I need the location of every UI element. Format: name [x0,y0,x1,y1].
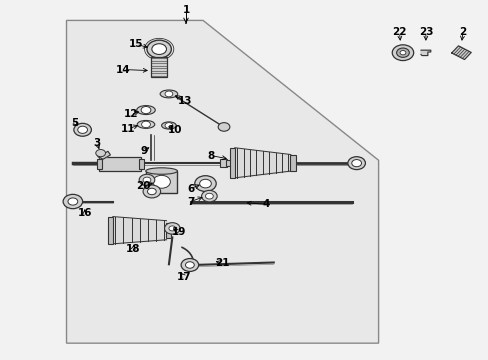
Bar [220,159,227,167]
Circle shape [168,226,175,231]
Circle shape [139,174,155,186]
Ellipse shape [137,121,155,129]
Circle shape [63,194,82,209]
Bar [225,160,231,166]
Ellipse shape [145,168,177,174]
Circle shape [205,193,213,199]
Circle shape [164,223,180,234]
Circle shape [347,157,365,170]
Circle shape [218,123,229,131]
Text: 20: 20 [136,181,150,192]
Circle shape [147,40,171,58]
Text: 17: 17 [176,272,191,282]
Text: 10: 10 [167,125,182,135]
Text: 13: 13 [178,96,192,106]
Text: 3: 3 [93,139,101,148]
Bar [166,223,171,238]
Text: 5: 5 [71,118,78,128]
Text: 12: 12 [123,109,138,120]
Circle shape [391,45,413,60]
Bar [108,217,113,244]
Text: 19: 19 [171,227,185,237]
Circle shape [141,107,151,114]
Text: 1: 1 [182,5,189,15]
Circle shape [164,123,172,129]
Ellipse shape [161,122,176,129]
Circle shape [143,177,151,183]
Circle shape [78,126,87,134]
Text: 16: 16 [77,208,92,218]
Bar [229,148,234,178]
Text: 9: 9 [141,145,148,156]
Circle shape [199,179,211,188]
Circle shape [74,123,91,136]
Circle shape [152,44,166,54]
Text: 22: 22 [391,27,406,37]
Polygon shape [98,151,110,159]
Circle shape [194,176,216,192]
Circle shape [201,190,217,202]
Circle shape [68,198,78,205]
Bar [139,159,143,169]
Circle shape [399,50,405,55]
Circle shape [185,262,194,268]
Bar [97,159,102,169]
Polygon shape [66,21,378,343]
Circle shape [143,185,160,198]
Bar [151,57,166,77]
Text: 21: 21 [215,258,229,268]
Circle shape [351,159,361,167]
Bar [99,157,141,171]
Text: 8: 8 [207,150,215,161]
Text: 2: 2 [458,27,466,37]
Text: 7: 7 [187,197,194,207]
Text: 6: 6 [187,184,194,194]
Circle shape [96,149,105,157]
Text: 18: 18 [126,244,140,254]
Text: 14: 14 [116,64,131,75]
Bar [145,171,177,193]
Text: 11: 11 [121,124,136,134]
Text: 4: 4 [262,199,269,210]
Ellipse shape [137,105,155,114]
Circle shape [181,258,198,271]
Polygon shape [451,46,470,59]
Circle shape [147,188,156,195]
Bar [290,154,296,171]
Text: 15: 15 [129,40,143,49]
Ellipse shape [160,90,177,98]
Text: 23: 23 [418,27,432,37]
Circle shape [142,121,150,128]
Polygon shape [420,50,430,55]
Circle shape [153,175,170,188]
Circle shape [396,48,408,57]
Circle shape [164,91,172,97]
